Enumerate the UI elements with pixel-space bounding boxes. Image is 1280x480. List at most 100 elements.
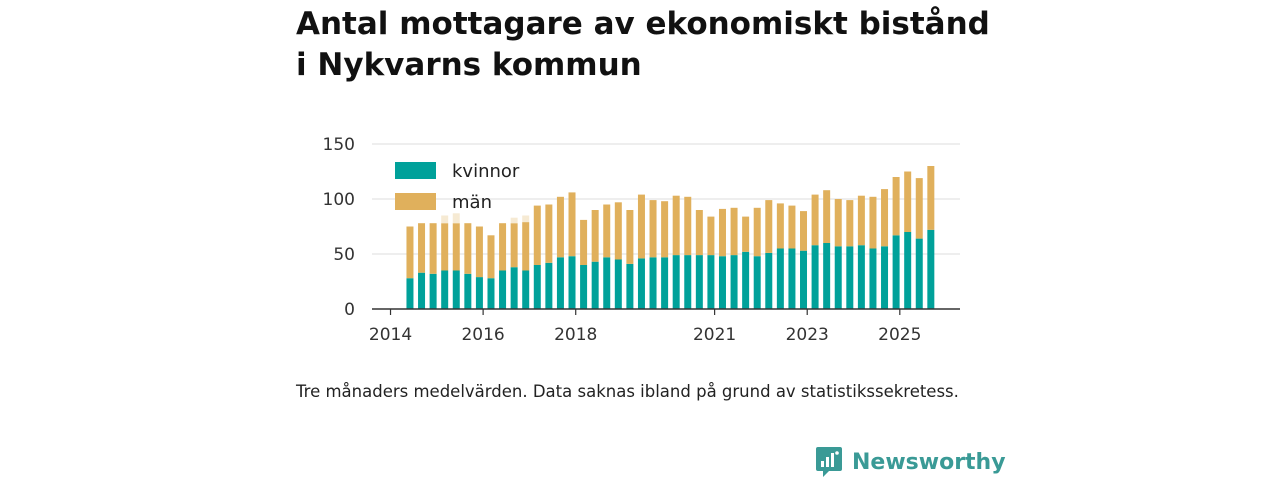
bar-man: [892, 177, 900, 236]
bar-man: [661, 201, 669, 258]
bar-man: [452, 223, 460, 271]
bar-kvinnor: [522, 270, 530, 309]
bar-kvinnor: [927, 229, 935, 309]
bar-man: [406, 226, 414, 279]
bar-kvinnor: [661, 257, 669, 309]
y-tick-label: 50: [333, 245, 355, 265]
brand-name: Newsworthy: [852, 449, 1006, 475]
bar-man: [823, 190, 831, 243]
bar-man: [591, 210, 599, 262]
bar-kvinnor: [765, 252, 773, 309]
bar-man: [672, 195, 680, 256]
bar-kvinnor: [904, 232, 912, 309]
bar-man: [475, 226, 483, 278]
chart-title-line-2: i Nykvarns kommun: [296, 47, 642, 83]
chart-caption: Tre månaders medelvärden. Data saknas ib…: [296, 382, 959, 401]
bar-man-suppressed: [522, 215, 530, 223]
bar-man: [522, 222, 530, 271]
bar-man: [881, 189, 889, 247]
bar-kvinnor: [823, 243, 831, 309]
legend-label-man: män: [452, 192, 492, 213]
bar-kvinnor: [556, 257, 564, 309]
bar-kvinnor: [452, 270, 460, 309]
bar-kvinnor: [892, 235, 900, 309]
newsworthy-logo-icon: [816, 447, 842, 477]
bar-man: [614, 202, 622, 260]
stacked-bar-chart: 2014 2016 2018 2021 2023 2025 0 50 100 150 kvinn…: [323, 135, 960, 345]
chart-title: Antal mottagare av ekonomiskt bistånd i …: [296, 4, 1016, 86]
bar-kvinnor: [718, 256, 726, 309]
bar-man: [441, 223, 449, 271]
bar-man: [418, 223, 426, 273]
bar-man: [811, 194, 819, 246]
bar-man: [730, 207, 738, 256]
bar-kvinnor: [834, 246, 842, 309]
bar-kvinnor: [499, 270, 507, 309]
bar-kvinnor: [429, 273, 437, 309]
bar-man: [915, 178, 923, 239]
bar-man: [649, 200, 657, 258]
bar-man-suppressed: [441, 215, 449, 224]
bar-kvinnor: [800, 250, 808, 309]
bar-kvinnor: [406, 278, 414, 309]
bar-kvinnor: [753, 256, 761, 309]
bar-kvinnor: [695, 255, 703, 309]
bar-kvinnor: [441, 270, 449, 309]
bar-man: [556, 196, 564, 258]
bar-man: [464, 223, 472, 274]
legend: kvinnor män: [395, 161, 520, 213]
bar-kvinnor: [915, 238, 923, 309]
bar-kvinnor: [568, 256, 576, 309]
y-tick-label: 0: [344, 300, 355, 320]
bar-kvinnor: [626, 263, 634, 309]
bar-kvinnor: [614, 259, 622, 309]
legend-swatch-kvinnor: [395, 162, 436, 179]
bar-kvinnor: [603, 257, 611, 309]
bar-man: [765, 200, 773, 253]
bar-man: [626, 210, 634, 264]
bar-kvinnor: [533, 265, 541, 309]
legend-swatch-man: [395, 193, 436, 210]
bar-kvinnor: [545, 262, 553, 309]
bar-man: [568, 192, 576, 257]
bar-man: [788, 205, 796, 249]
bar-kvinnor: [846, 246, 854, 309]
bar-man: [429, 223, 437, 274]
bar-kvinnor: [707, 255, 715, 309]
bar-man: [846, 200, 854, 247]
bar-kvinnor: [857, 245, 865, 309]
bar-man: [776, 203, 784, 249]
x-tick-label: 2023: [786, 325, 829, 345]
bar-kvinnor: [418, 272, 426, 309]
y-axis-ticks: 0 50 100 150: [323, 135, 355, 320]
bar-kvinnor: [510, 267, 518, 309]
y-tick-label: 150: [323, 135, 355, 155]
bar-man: [869, 196, 877, 249]
bar-man: [707, 216, 715, 256]
y-tick-label: 100: [323, 190, 355, 210]
bar-man: [580, 219, 588, 265]
bar-man: [927, 166, 935, 230]
bar-man: [742, 216, 750, 252]
bar-kvinnor: [811, 245, 819, 309]
bar-man: [695, 210, 703, 256]
bar-man-suppressed: [452, 213, 460, 224]
bar-man: [800, 211, 808, 251]
x-tick-label: 2016: [461, 325, 504, 345]
bar-kvinnor: [475, 277, 483, 309]
bar-man-suppressed: [510, 217, 518, 224]
newsworthy-brand: Newsworthy: [815, 446, 1006, 478]
x-tick-label: 2014: [369, 325, 412, 345]
bar-kvinnor: [591, 261, 599, 309]
bar-man: [904, 171, 912, 232]
bar-man: [487, 235, 495, 279]
bar-man: [533, 205, 541, 265]
bar-kvinnor: [637, 258, 645, 309]
bar-man: [545, 204, 553, 263]
x-tick-label: 2025: [878, 325, 921, 345]
bar-man: [857, 195, 865, 246]
bar-man: [637, 194, 645, 259]
bar-man: [834, 199, 842, 247]
x-tick-label: 2021: [693, 325, 736, 345]
bar-kvinnor: [464, 273, 472, 309]
